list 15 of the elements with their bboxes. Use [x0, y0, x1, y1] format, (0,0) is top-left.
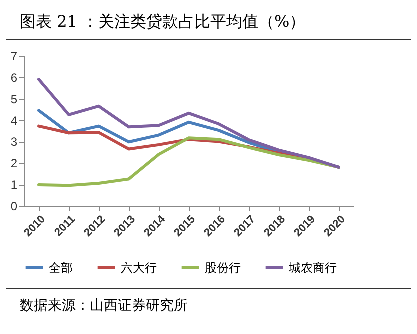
source-note: 数据来源：山西证券研究所	[6, 288, 411, 315]
y-tick-label: 1	[10, 178, 18, 192]
legend-label: 股份行	[205, 260, 241, 275]
y-tick-label: 4	[10, 114, 18, 128]
y-tick-label: 5	[10, 92, 18, 106]
y-tick-label: 3	[10, 135, 18, 150]
legend-label: 六大行	[121, 260, 157, 275]
legend-label: 全部	[49, 260, 73, 275]
legend-label: 城农商行	[288, 260, 337, 275]
chart-title: 图表 21 ：关注类贷款占比平均值（%）	[6, 0, 411, 40]
y-tick-label: 2	[10, 156, 18, 171]
line-series	[38, 78, 340, 169]
y-tick-label: 0	[10, 200, 18, 214]
y-tick-label: 7	[10, 50, 18, 64]
y-tick-label: 6	[10, 70, 18, 85]
